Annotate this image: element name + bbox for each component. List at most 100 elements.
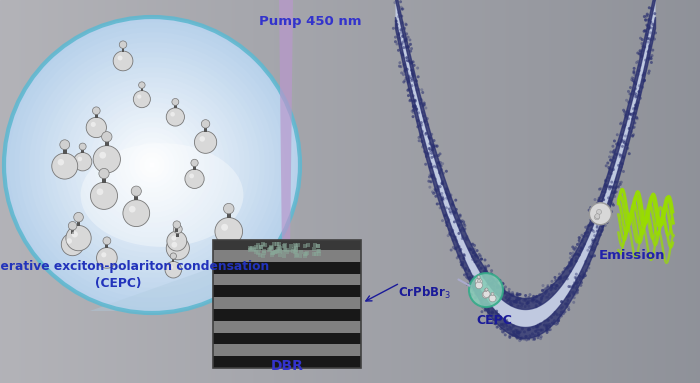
Circle shape — [554, 311, 556, 314]
Bar — [343, 0, 344, 383]
Circle shape — [625, 99, 628, 102]
Circle shape — [571, 286, 575, 289]
Circle shape — [482, 275, 486, 278]
Circle shape — [584, 232, 587, 235]
Bar — [372, 0, 373, 383]
Circle shape — [530, 299, 533, 302]
Circle shape — [518, 337, 521, 340]
Bar — [65, 0, 66, 383]
Circle shape — [487, 264, 490, 267]
Circle shape — [612, 185, 615, 188]
Bar — [437, 0, 438, 383]
Circle shape — [632, 90, 635, 93]
Circle shape — [516, 304, 519, 308]
Bar — [180, 0, 181, 383]
Bar — [74, 0, 75, 383]
Circle shape — [591, 214, 594, 217]
Circle shape — [466, 283, 469, 286]
Circle shape — [472, 251, 475, 254]
Circle shape — [570, 259, 573, 262]
Bar — [14, 0, 15, 383]
Bar — [258, 253, 262, 257]
Circle shape — [590, 228, 593, 231]
Circle shape — [521, 327, 524, 330]
Bar — [275, 249, 279, 253]
Bar — [635, 0, 636, 383]
Bar — [355, 0, 356, 383]
Circle shape — [14, 27, 290, 303]
Circle shape — [613, 195, 616, 198]
Bar — [333, 0, 334, 383]
Circle shape — [564, 267, 566, 270]
Bar — [380, 0, 381, 383]
Circle shape — [651, 49, 654, 52]
Circle shape — [535, 305, 538, 308]
Circle shape — [444, 187, 448, 190]
Bar — [296, 0, 297, 383]
Circle shape — [603, 215, 606, 218]
Bar — [148, 0, 149, 383]
Bar — [381, 0, 382, 383]
Circle shape — [534, 334, 537, 337]
Circle shape — [593, 234, 596, 237]
Circle shape — [448, 232, 451, 235]
Bar — [358, 0, 359, 383]
Circle shape — [566, 268, 568, 270]
Bar — [264, 0, 265, 383]
Circle shape — [557, 318, 560, 321]
Bar — [614, 0, 615, 383]
Bar — [488, 0, 489, 383]
Circle shape — [428, 186, 431, 189]
Bar — [379, 0, 380, 383]
Circle shape — [512, 325, 514, 328]
Circle shape — [539, 302, 542, 305]
Circle shape — [403, 63, 406, 66]
Circle shape — [503, 288, 505, 291]
Circle shape — [533, 297, 536, 300]
Circle shape — [400, 42, 403, 45]
Bar — [613, 0, 614, 383]
Circle shape — [516, 331, 519, 334]
Circle shape — [447, 221, 449, 223]
Bar — [272, 242, 276, 246]
Circle shape — [576, 281, 580, 284]
Circle shape — [640, 38, 644, 41]
Circle shape — [9, 22, 295, 308]
Circle shape — [410, 69, 413, 72]
Circle shape — [480, 298, 483, 301]
Bar — [655, 0, 656, 383]
Circle shape — [409, 43, 412, 46]
Circle shape — [510, 303, 514, 306]
Bar — [441, 0, 442, 383]
Bar — [270, 251, 274, 255]
Circle shape — [575, 290, 578, 293]
Bar — [306, 243, 309, 247]
Bar — [178, 0, 179, 383]
Circle shape — [431, 190, 434, 193]
Circle shape — [544, 292, 547, 295]
Circle shape — [623, 110, 626, 113]
Bar — [406, 0, 407, 383]
Circle shape — [519, 293, 522, 296]
Circle shape — [614, 187, 617, 190]
Circle shape — [401, 7, 405, 10]
Circle shape — [554, 287, 557, 290]
Bar — [501, 0, 502, 383]
Bar — [175, 0, 176, 383]
Circle shape — [416, 119, 419, 122]
Circle shape — [508, 332, 511, 335]
Circle shape — [610, 172, 612, 175]
Bar — [202, 0, 203, 383]
Circle shape — [597, 235, 600, 238]
Bar — [26, 0, 27, 383]
Circle shape — [508, 288, 511, 291]
Circle shape — [598, 233, 602, 236]
Bar — [138, 0, 139, 383]
Circle shape — [645, 24, 648, 26]
Circle shape — [464, 268, 467, 271]
Circle shape — [536, 336, 540, 339]
Circle shape — [445, 224, 448, 227]
Circle shape — [419, 98, 422, 101]
Circle shape — [473, 280, 475, 283]
Bar — [23, 0, 24, 383]
